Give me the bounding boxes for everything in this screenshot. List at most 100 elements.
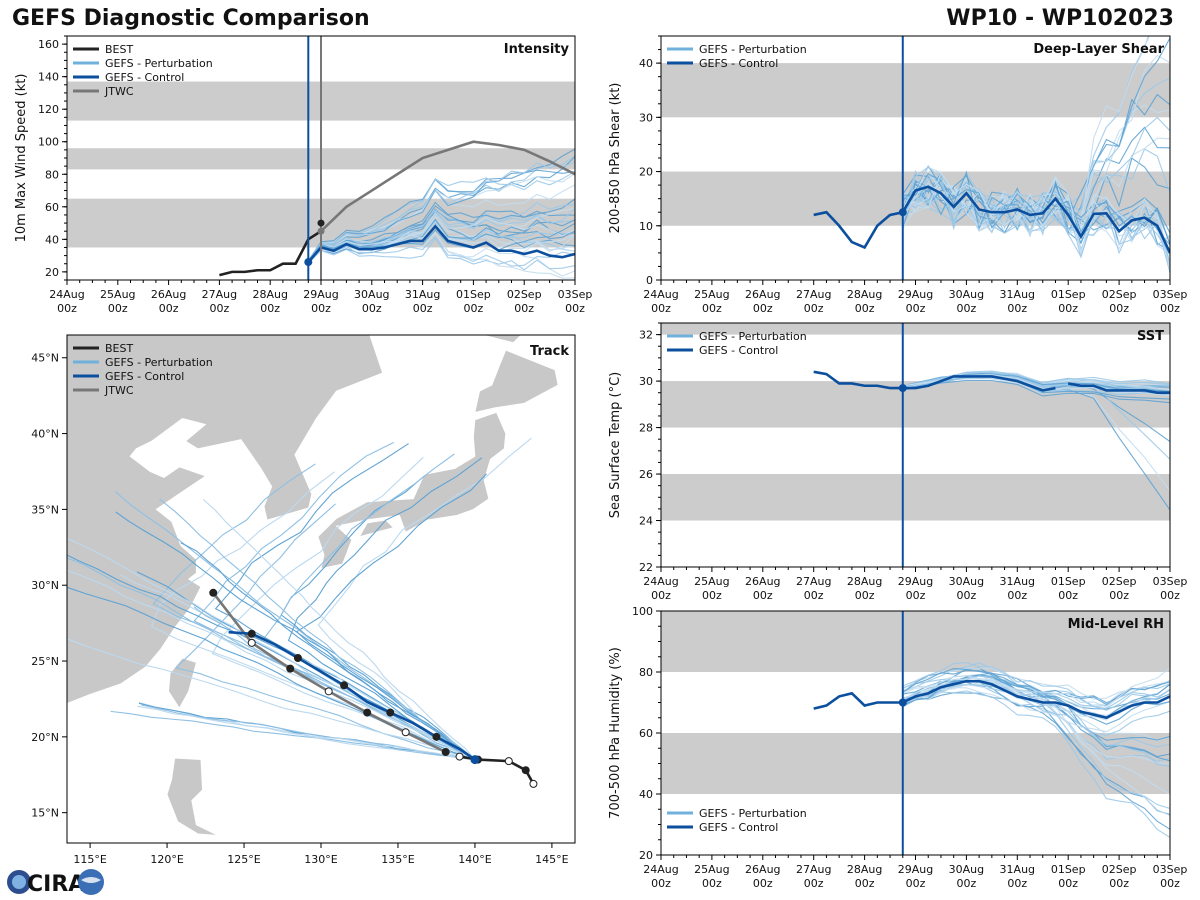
- x-tick-label: 27Aug: [796, 863, 831, 876]
- perturbation-member-line: [307, 236, 575, 267]
- perturbation-member-line: [902, 171, 1170, 257]
- legend-label: GEFS - Perturbation: [105, 57, 213, 70]
- control-line: [1067, 382, 1170, 395]
- control-track-point: [432, 732, 441, 741]
- perturbation-track: [159, 498, 476, 761]
- control-line: [307, 224, 575, 263]
- control-track-line: [228, 630, 476, 761]
- legend-label: GEFS - Control: [105, 71, 184, 84]
- shaded-band: [661, 611, 1170, 672]
- y-tick-label: 20: [45, 266, 59, 279]
- y-tick-label: 30: [639, 375, 653, 388]
- x-tick-label: 24Aug: [643, 863, 678, 876]
- y-tick-label: 60: [45, 201, 59, 214]
- best-track-point: [455, 752, 464, 761]
- x-tick-label: 28Aug: [847, 575, 882, 588]
- perturbation-member-line: [307, 201, 575, 263]
- y-tick-label: 20: [639, 849, 653, 862]
- cira-logo: CIRA: [7, 869, 104, 897]
- y-tick-label: 24: [639, 515, 653, 528]
- panel-rh: 2040608010024Aug00z25Aug00z26Aug00z27Aug…: [608, 605, 1187, 890]
- x-tick-label: 30Aug: [949, 288, 984, 301]
- y-tick-label: 40°N: [31, 428, 59, 441]
- perturbation-track: [110, 710, 476, 761]
- x-tick-label: 02Sep: [1102, 575, 1137, 588]
- x-tick-label: 24Aug: [49, 288, 84, 301]
- perturbation-member-line: [902, 667, 1170, 708]
- x-tick-label: 30Aug: [354, 288, 389, 301]
- panel-intensity: 2040608010012014016024Aug00z25Aug00z26Au…: [14, 35, 592, 315]
- x-tick-sublabel: 00z: [702, 589, 722, 602]
- x-tick-label: 27Aug: [796, 288, 831, 301]
- perturbation-member-line: [902, 184, 1170, 269]
- x-tick-label: 01Sep: [1051, 288, 1086, 301]
- legend-label: JTWC: [104, 384, 134, 397]
- x-tick-sublabel: 00z: [1058, 589, 1078, 602]
- y-tick-label: 10: [639, 220, 653, 233]
- x-tick-sublabel: 00z: [702, 877, 722, 890]
- x-tick-label: 01Sep: [1051, 575, 1086, 588]
- x-tick-sublabel: 00z: [855, 302, 875, 315]
- x-tick-label: 02Sep: [1102, 863, 1137, 876]
- x-tick-sublabel: 00z: [753, 302, 773, 315]
- logo-text: CIRA: [27, 872, 85, 897]
- x-tick-sublabel: 00z: [1109, 302, 1129, 315]
- x-tick-label: 03Sep: [1153, 863, 1188, 876]
- x-tick-label: 25Aug: [694, 575, 729, 588]
- x-tick-label: 115°E: [73, 853, 106, 866]
- x-tick-sublabel: 00z: [702, 302, 722, 315]
- x-tick-sublabel: 00z: [1109, 877, 1129, 890]
- perturbation-member-line: [307, 156, 575, 265]
- y-tick-label: 0: [646, 274, 653, 287]
- japan-shikoku: [358, 519, 395, 538]
- x-tick-sublabel: 00z: [464, 302, 484, 315]
- x-tick-label: 25Aug: [100, 288, 135, 301]
- perturbation-track: [67, 569, 476, 761]
- control-line: [813, 210, 904, 250]
- control-init-point: [304, 258, 313, 267]
- legend-label: GEFS - Perturbation: [699, 807, 807, 820]
- x-tick-label: 30Aug: [949, 863, 984, 876]
- plot-area: [661, 611, 1170, 838]
- shaded-band: [661, 733, 1170, 794]
- x-tick-sublabel: 00z: [753, 589, 773, 602]
- legend-label: GEFS - Control: [699, 821, 778, 834]
- y-axis-label: 200-850 hPa Shear (kt): [608, 83, 623, 234]
- perturbation-member-line: [902, 692, 1170, 816]
- jtwc-forecast-line: [320, 140, 575, 233]
- x-tick-label: 29Aug: [303, 288, 338, 301]
- x-tick-sublabel: 00z: [1160, 302, 1180, 315]
- storm-id: WP10 - WP102023: [946, 6, 1174, 31]
- x-tick-label: 25Aug: [694, 288, 729, 301]
- panel-sst: 22242628303224Aug00z25Aug00z26Aug00z27Au…: [608, 322, 1187, 602]
- x-tick-sublabel: 00z: [514, 302, 534, 315]
- x-tick-label: 135°E: [381, 853, 414, 866]
- x-tick-sublabel: 00z: [210, 302, 230, 315]
- y-tick-label: 40: [45, 233, 59, 246]
- x-tick-sublabel: 00z: [159, 302, 179, 315]
- x-tick-sublabel: 00z: [651, 877, 671, 890]
- x-tick-sublabel: 00z: [855, 589, 875, 602]
- x-tick-label: 24Aug: [643, 575, 678, 588]
- x-tick-sublabel: 00z: [1058, 877, 1078, 890]
- shaded-band: [661, 63, 1170, 118]
- y-tick-label: 40: [639, 57, 653, 70]
- y-tick-label: 28: [639, 422, 653, 435]
- best-track-line: [219, 230, 322, 277]
- x-tick-sublabel: 00z: [1007, 589, 1027, 602]
- y-tick-label: 40: [639, 788, 653, 801]
- perturbation-track: [114, 491, 476, 761]
- x-tick-label: 01Sep: [1051, 863, 1086, 876]
- x-tick-label: 140°E: [458, 853, 491, 866]
- y-tick-label: 35°N: [31, 503, 59, 516]
- x-tick-sublabel: 00z: [1160, 589, 1180, 602]
- legend-label: GEFS - Perturbation: [105, 356, 213, 369]
- perturbation-member-line: [902, 379, 1170, 404]
- x-tick-label: 29Aug: [898, 288, 933, 301]
- x-tick-sublabel: 00z: [1160, 877, 1180, 890]
- x-tick-label: 31Aug: [405, 288, 440, 301]
- y-tick-label: 80: [639, 666, 653, 679]
- y-tick-label: 30: [639, 111, 653, 124]
- perturbation-member-line: [307, 211, 575, 261]
- axes-frame: [660, 322, 1171, 568]
